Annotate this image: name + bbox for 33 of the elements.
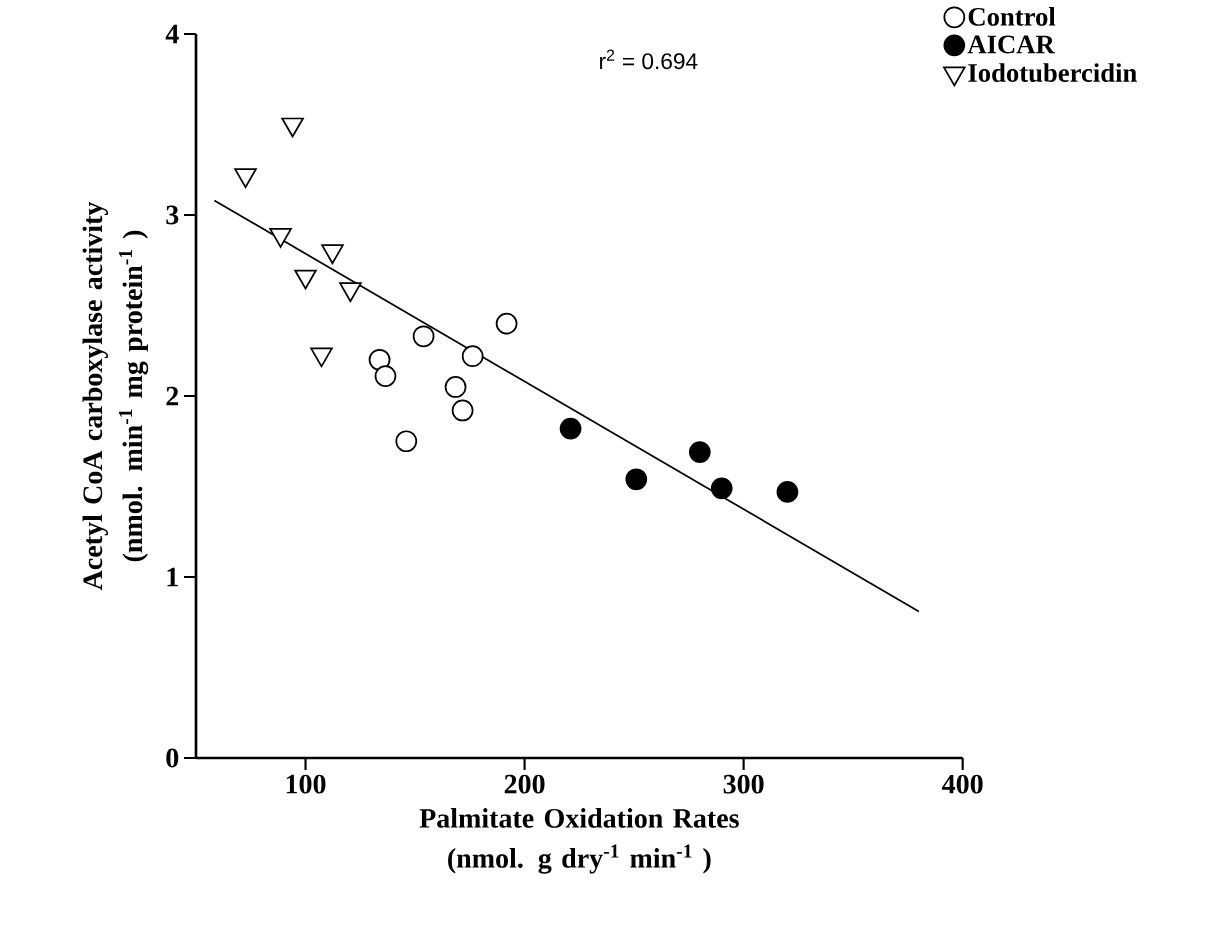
- legend-label: Iodotubercidin: [968, 63, 1137, 83]
- legend-label: AICAR: [967, 35, 1056, 54]
- x-tick-label: 400: [942, 774, 983, 794]
- point: [281, 117, 304, 138]
- point: [339, 282, 362, 303]
- y-tick-label: 1: [167, 567, 178, 587]
- y-tick-label: 0: [166, 748, 179, 768]
- x-tick-label: 300: [723, 774, 764, 794]
- y-tick-label: 4: [165, 24, 179, 44]
- point: [461, 345, 484, 368]
- legend-label: Control: [968, 7, 1056, 26]
- point: [444, 376, 467, 398]
- point: [269, 228, 292, 248]
- point: [294, 269, 317, 290]
- point: [710, 477, 733, 500]
- annotation: r$^{2}$ = 0.694: [600, 49, 698, 70]
- point: [310, 347, 333, 368]
- point: [451, 399, 474, 422]
- x-tick-label: 100: [286, 774, 326, 794]
- point: [625, 468, 648, 491]
- point: [495, 312, 518, 335]
- point: [321, 244, 344, 265]
- point: [374, 365, 397, 388]
- point: [776, 481, 799, 503]
- x-tick-label: 200: [504, 774, 545, 794]
- x-axis-title: Palmitate Oxidation Rates (nmol. g dry$^{-1}$ min$^{-1}$ ): [419, 808, 739, 874]
- point: [688, 441, 711, 464]
- y-tick-label: 3: [166, 205, 179, 225]
- point: [395, 430, 418, 453]
- point: [234, 168, 257, 189]
- point: [412, 325, 435, 348]
- y-tick-label: 2: [166, 386, 179, 406]
- point: [559, 417, 582, 440]
